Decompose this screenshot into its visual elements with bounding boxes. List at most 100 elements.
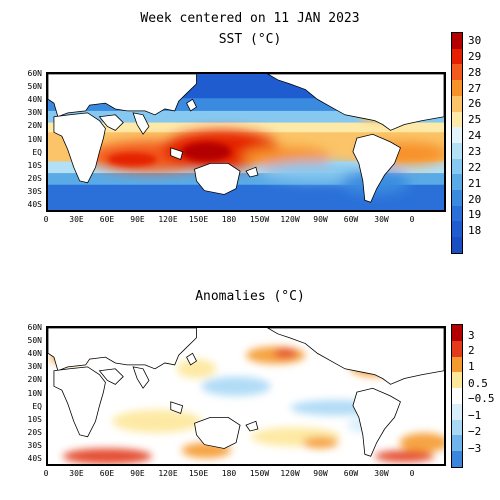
sst-colorbar-tick: 20 [468, 192, 482, 206]
colorbar-segment [452, 372, 462, 389]
colorbar-segment [452, 95, 462, 112]
anomaly-lat-label: 20N [27, 375, 42, 385]
sst-lat-label: 10N [27, 134, 42, 144]
anomaly-lon-label: 30E [69, 469, 84, 478]
sst-lon-label: 120W [280, 215, 300, 224]
anomaly-lon-label: 90W [313, 469, 328, 478]
sst-lat-label: EQ [32, 147, 42, 157]
colorbar-segment [452, 33, 462, 49]
sst-lon-label: 150E [188, 215, 209, 224]
sst-lon-label: 90E [130, 215, 145, 224]
sst-lon-label: 30W [374, 215, 389, 224]
sst-lat-label: 20N [27, 121, 42, 131]
anomaly-lon-label: 30W [374, 469, 389, 478]
sst-lat-label: 40N [27, 95, 42, 105]
sst-title-line2: SST (°C) [218, 32, 282, 47]
sst-lon-label: 0 [409, 215, 415, 224]
sst-colorbar-tick: 21 [468, 176, 482, 190]
colorbar-segment [452, 388, 462, 404]
anomaly-lat-label: 60N [27, 323, 42, 332]
colorbar-segment [452, 419, 462, 436]
colorbar-segment [452, 190, 462, 206]
anomaly-lat-label: 20S [27, 427, 42, 437]
sst-lon-label: 60W [343, 215, 359, 224]
anomaly-lat-label: 10N [27, 388, 42, 398]
colorbar-segment [452, 205, 462, 222]
colorbar-segment [452, 48, 462, 65]
colorbar-segment [452, 158, 462, 175]
anomaly-lon-label: 180 [221, 469, 237, 478]
sst-lon-label: 90W [313, 215, 328, 224]
sst-lat-label: 30N [27, 108, 42, 118]
sst-lon-label: 0 [43, 215, 49, 224]
anomaly-map-graphic [48, 328, 444, 464]
colorbar-segment [452, 64, 462, 81]
anomaly-colorbar-tick: 2 [468, 344, 475, 357]
anomaly-lon-label: 120W [280, 469, 300, 478]
anomaly-colorbar-tick: 0.5 [468, 377, 488, 390]
sst-lat-label: 10S [27, 160, 42, 170]
anomaly-colorbar-tick: −1 [468, 409, 482, 422]
sst-colorbar-tick: 29 [468, 49, 482, 63]
sst-lon-label: 60E [99, 215, 115, 224]
anomaly-colorbar-tick: −2 [468, 425, 482, 438]
sst-lat-label: 30S [27, 186, 42, 196]
anomaly-lat-label: 40S [27, 454, 42, 463]
anomaly-lon-label: 150E [188, 469, 209, 478]
colorbar-segment [452, 221, 462, 238]
colorbar-segment [452, 127, 462, 143]
colorbar-segment [452, 451, 462, 467]
sst-colorbar-tick: 26 [468, 97, 482, 111]
colorbar-segment [452, 340, 462, 357]
sst-colorbar-tick: 19 [468, 208, 482, 222]
colorbar-segment [452, 237, 462, 253]
anomaly-colorbar-tick: 3 [468, 329, 475, 342]
sst-colorbar-tick: 23 [468, 144, 482, 158]
anomaly-colorbar-tick: −3 [468, 442, 482, 455]
sst-colorbar-tick: 18 [468, 224, 482, 238]
anomaly-lon-label: 0 [43, 469, 49, 478]
colorbar-segment [452, 80, 462, 96]
anomaly-colorbar [451, 324, 463, 468]
anomaly-map [46, 326, 446, 466]
anomaly-lon-label: 60W [343, 469, 359, 478]
sst-colorbar-tick: 22 [468, 160, 482, 174]
sst-lon-label: 120E [158, 215, 178, 224]
sst-colorbar-tick: 27 [468, 81, 482, 95]
anomaly-lat-label: 30S [27, 440, 42, 450]
sst-colorbar-tick: 30 [468, 33, 482, 47]
sst-colorbar-tick: 25 [468, 113, 482, 127]
sst-lat-label: 60N [27, 69, 42, 78]
anomaly-lon-label: 0 [409, 469, 415, 478]
sst-map [46, 72, 446, 212]
sst-lon-label: 180 [221, 215, 237, 224]
sst-lat-label: 40S [27, 200, 42, 209]
sst-title-line1: Week centered on 11 JAN 2023 [140, 11, 360, 26]
sst-colorbar-tick: 28 [468, 65, 482, 79]
anomaly-lat-label: 10S [27, 414, 42, 424]
colorbar-segment [452, 435, 462, 452]
sst-lon-label: 150W [249, 215, 270, 224]
anomaly-lon-label: 150W [249, 469, 270, 478]
colorbar-segment [452, 142, 462, 159]
anomaly-lon-label: 120E [158, 469, 178, 478]
sst-map-graphic [48, 74, 444, 210]
anomaly-lon-label: 60E [99, 469, 115, 478]
sst-lat-label: 50N [27, 82, 42, 92]
anomaly-colorbar-tick: 1 [468, 360, 475, 373]
anomaly-lon-label: 90E [130, 469, 145, 478]
anomaly-lat-label: 30N [27, 362, 42, 372]
colorbar-segment [452, 403, 462, 420]
colorbar-segment [452, 174, 462, 191]
sst-colorbar-tick: 24 [468, 129, 482, 143]
sst-lon-label: 30E [69, 215, 84, 224]
anomaly-title: Anomalies (°C) [195, 289, 305, 304]
anomaly-lat-label: EQ [32, 401, 42, 411]
colorbar-segment [452, 325, 462, 341]
colorbar-segment [452, 356, 462, 373]
anomaly-colorbar-tick: −0.5 [468, 392, 495, 405]
land-outline-anom [48, 328, 444, 457]
sst-colorbar [451, 32, 463, 254]
colorbar-segment [452, 111, 462, 128]
land-outline [48, 74, 444, 203]
